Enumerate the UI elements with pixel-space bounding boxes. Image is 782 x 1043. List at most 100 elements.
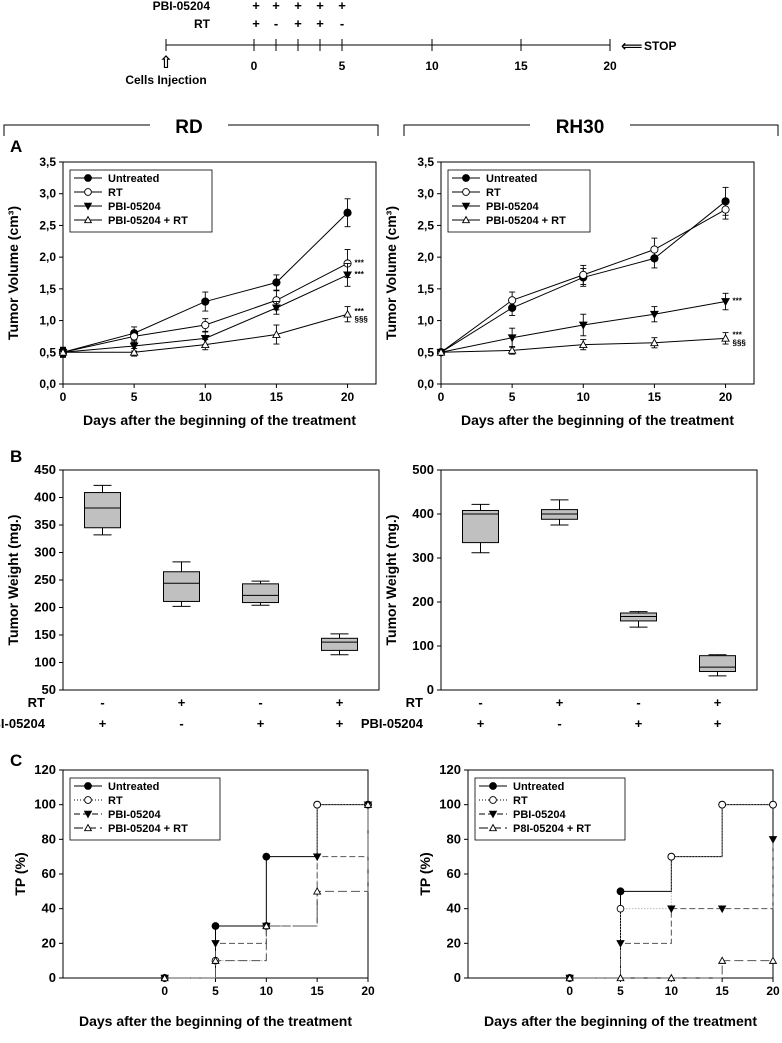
data-point xyxy=(616,973,625,982)
data-point xyxy=(201,297,210,306)
rd-bracket-right xyxy=(228,124,379,136)
data-point xyxy=(84,174,92,182)
data-point xyxy=(343,208,352,217)
y-tick-label: 80 xyxy=(42,831,56,846)
x-tick-label: 20 xyxy=(766,984,780,998)
y-tick-label: 0,0 xyxy=(417,377,434,391)
data-point xyxy=(84,796,92,804)
stop-label: STOP xyxy=(644,39,676,53)
x-axis-label: Days after the beginning of the treatmen… xyxy=(79,1013,352,1029)
significance-annotation: §§§ xyxy=(355,315,369,324)
y-tick-label: 60 xyxy=(447,866,461,881)
y-tick-label: 100 xyxy=(439,797,461,812)
legend-label: Untreated xyxy=(513,781,564,793)
schedule-row2-label: RT xyxy=(194,17,211,31)
y-axis-label: Tumor Weight (mg.) xyxy=(383,515,399,646)
pbi-sign: - xyxy=(557,716,561,731)
box-body xyxy=(84,492,121,529)
series-3 xyxy=(436,332,730,356)
pbi-sign: + xyxy=(477,716,485,731)
legend-label: PBI-05204 xyxy=(486,201,539,213)
cells-arrow-icon: ⇧ xyxy=(159,53,173,72)
box-body xyxy=(242,583,279,604)
legend-label: RT xyxy=(486,187,501,199)
legend-label: PBI-05204 + RT xyxy=(486,215,566,227)
legend-label: PBI-05204 + RT xyxy=(108,823,188,835)
data-point xyxy=(313,887,322,895)
legend-label: P8I-05204 + RT xyxy=(513,823,591,835)
box-1: +- xyxy=(541,499,578,731)
schedule-sign-rt: + xyxy=(316,16,324,31)
rt-sign: - xyxy=(478,695,482,710)
data-point xyxy=(508,296,517,305)
data-point xyxy=(489,782,497,790)
significance-annotation: *** xyxy=(355,270,365,279)
box-2: -+ xyxy=(620,611,657,731)
y-tick-label: 200 xyxy=(412,594,434,609)
rt-row-label: RT xyxy=(28,695,45,710)
rt-sign: - xyxy=(100,695,104,710)
charts: 0,0 0,5 1,0 1,5 2,0 2,5 3,0 3,5 0 5 10 15 20 Days aft… xyxy=(0,155,780,1029)
data-point xyxy=(721,205,730,214)
x-tick-label: 15 xyxy=(715,984,729,998)
y-tick-label: 500 xyxy=(412,462,434,477)
y-tick-label: 150 xyxy=(34,627,56,642)
x-tick-label: 15 xyxy=(310,984,324,998)
y-tick-label: 2,0 xyxy=(417,250,434,264)
chart-c-rd: 0 20 40 60 80 100 120 TP (%) 0 5 10 15 20 Days after … xyxy=(12,762,375,1029)
x-tick-label: 20 xyxy=(341,390,355,404)
x-tick-label: 10 xyxy=(665,984,679,998)
data-point xyxy=(343,309,352,318)
y-axis-label: TP (%) xyxy=(12,852,28,895)
y-tick-label: 100 xyxy=(34,655,56,670)
data-point xyxy=(650,245,659,254)
timeline-tick-label: 5 xyxy=(339,59,346,73)
series-step xyxy=(569,960,773,979)
data-point xyxy=(507,345,517,354)
data-point xyxy=(313,800,322,809)
x-tick-label: 5 xyxy=(509,390,516,404)
group-title-rh30: RH30 xyxy=(556,117,605,138)
data-point xyxy=(436,347,446,356)
y-tick-label: 400 xyxy=(412,506,434,521)
legend-label: PBI-05204 xyxy=(108,201,161,213)
data-point xyxy=(211,956,220,964)
data-point xyxy=(507,334,517,343)
y-tick-label: 40 xyxy=(447,901,461,916)
x-tick-label: 20 xyxy=(719,390,733,404)
data-point xyxy=(58,347,68,356)
pbi-sign: + xyxy=(99,716,107,731)
y-tick-label: 2,5 xyxy=(39,218,56,232)
pbi-sign: + xyxy=(714,716,722,731)
panel-label-c: C xyxy=(10,751,22,770)
box-0: -+ xyxy=(84,484,121,731)
legend-label: PBI-05204 xyxy=(513,809,566,821)
y-tick-label: 3,5 xyxy=(417,155,434,169)
timeline-tick-label: 0 xyxy=(251,59,258,73)
plot-frame xyxy=(440,469,758,691)
y-axis-label: Tumor Volume (cm³) xyxy=(383,206,399,340)
box-3: ++ xyxy=(321,633,358,731)
legend-label: RT xyxy=(513,795,528,807)
data-point xyxy=(578,321,588,330)
y-tick-label: 100 xyxy=(412,638,434,653)
schedule-sign-pbi: + xyxy=(338,0,346,13)
data-point xyxy=(83,215,93,224)
data-point xyxy=(565,973,574,982)
y-tick-label: 0,0 xyxy=(39,377,56,391)
schedule-sign-pbi: + xyxy=(252,0,260,13)
group-title-rd: RD xyxy=(175,117,202,138)
data-point xyxy=(201,320,210,330)
legend-box xyxy=(474,777,626,841)
y-tick-label: 0,5 xyxy=(417,345,434,359)
y-tick-label: 120 xyxy=(34,762,56,777)
significance-annotation: *** xyxy=(733,330,743,339)
schedule-row1-label: PBI-05204 xyxy=(153,0,211,13)
schedule-sign-rt: - xyxy=(340,16,344,31)
y-tick-label: 2,5 xyxy=(417,218,434,232)
data-point xyxy=(489,796,497,804)
data-point xyxy=(129,342,139,351)
x-tick-label: 20 xyxy=(361,984,375,998)
